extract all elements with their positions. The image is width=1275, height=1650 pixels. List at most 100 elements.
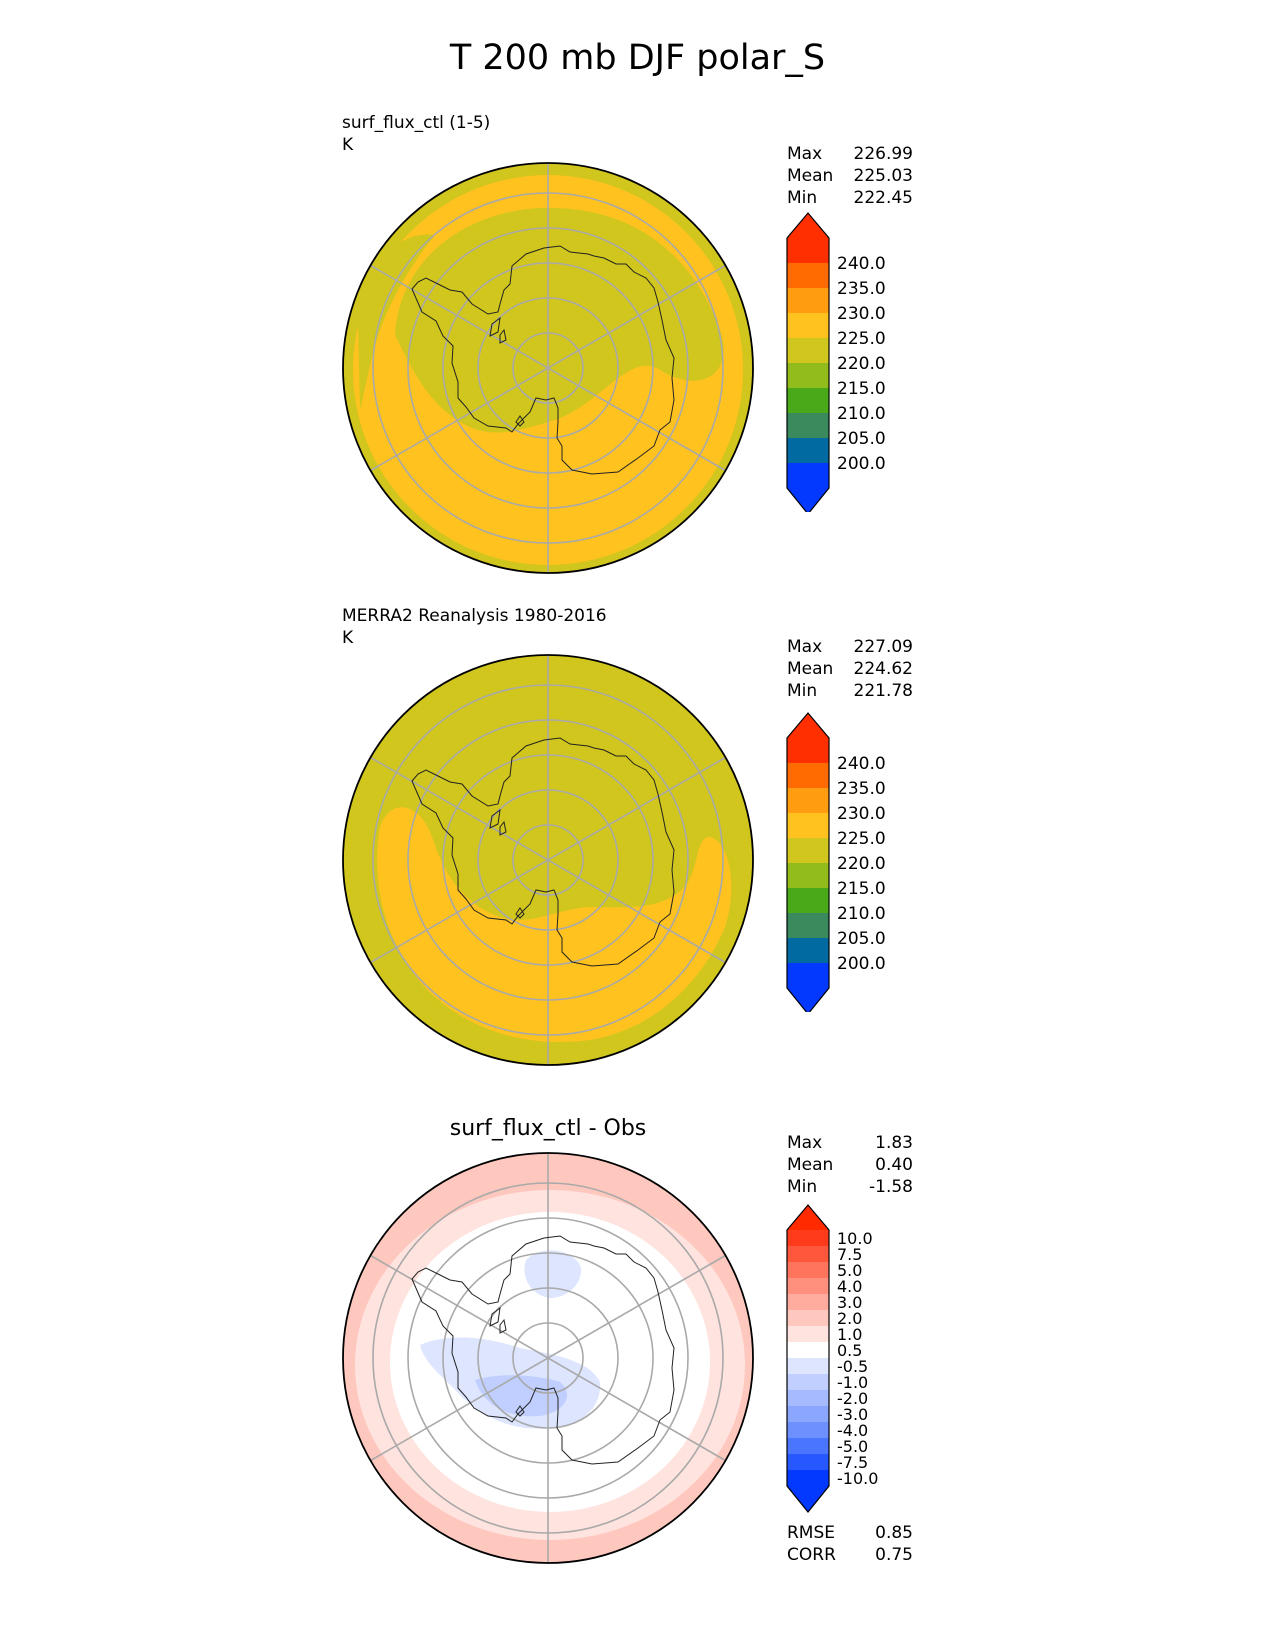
rmse-value: 0.85 — [875, 1523, 913, 1543]
colorbar-segment — [787, 1390, 829, 1407]
antarctica-coastline — [411, 245, 675, 475]
colorbar-segment — [787, 838, 829, 864]
colorbar-tick-label: 225.0 — [837, 829, 886, 849]
colorbar-segment — [787, 888, 829, 914]
colorbar-tick-label: -2.0 — [837, 1389, 868, 1408]
colorbar-tick-label: -5.0 — [837, 1437, 868, 1456]
colorbar-segment — [787, 413, 829, 439]
colorbar-segment — [787, 438, 829, 464]
colorbar-tick-label: -4.0 — [837, 1421, 868, 1440]
colorbar-tick-label: -1.0 — [837, 1373, 868, 1392]
colorbar-tick-label: 205.0 — [837, 429, 886, 449]
colorbar-tick-label: 210.0 — [837, 904, 886, 924]
colorbar-outline — [786, 712, 830, 1012]
colorbar-segment — [787, 813, 829, 839]
figure-title: T 200 mb DJF polar_S — [449, 38, 826, 78]
colorbar-segment — [787, 1358, 829, 1375]
panel-3-title: surf_flux_ctl - Obs — [449, 1116, 647, 1141]
stat-max-value: 1.83 — [875, 1133, 913, 1153]
panel-3-metrics: RMSE 0.85 CORR 0.75 — [787, 1522, 913, 1566]
panel-2-stats: Max 227.09 Mean 224.62 Min 221.78 — [787, 636, 913, 702]
colorbar-tick-label: 210.0 — [837, 404, 886, 424]
colorbar-extend-bottom — [787, 988, 829, 1012]
stat-mean-value: 224.62 — [853, 659, 913, 679]
colorbar-tick-label: 4.0 — [837, 1277, 862, 1296]
map-boundary — [342, 654, 754, 1066]
colorbar-segment — [787, 363, 829, 389]
colorbar-segment — [787, 1294, 829, 1311]
colorbar-segment — [787, 1278, 829, 1295]
colorbar-segment — [787, 1262, 829, 1279]
panel-3-stats: Max 1.83 Mean 0.40 Min -1.58 — [787, 1132, 913, 1198]
panel-1-title: surf_flux_ctl (1-5) K — [342, 112, 490, 156]
stat-min-label: Min — [787, 1177, 818, 1197]
stat-min-value: -1.58 — [869, 1177, 913, 1197]
panel-3-map — [342, 1152, 754, 1564]
panel-1-stats: Max 226.99 Mean 225.03 Min 222.45 — [787, 143, 913, 209]
colorbar-tick-label: 10.0 — [837, 1229, 873, 1248]
colorbar-tick-label: 230.0 — [837, 304, 886, 324]
colorbar-segment — [787, 1470, 829, 1487]
panel-2-colorbar: 240.0 235.0 230.0 225.0 220.0 215.0 210.0 205.0… — [786, 712, 886, 1012]
panel-1-map — [342, 162, 754, 574]
colorbar-segment — [787, 1438, 829, 1455]
colorbar-tick-label: -3.0 — [837, 1405, 868, 1424]
colorbar-tick-label: -7.5 — [837, 1453, 868, 1472]
colorbar-tick-label: 2.0 — [837, 1309, 862, 1328]
colorbar-segment — [787, 263, 829, 289]
panel-1-colorbar: 240.0 235.0 230.0 225.0 220.0 215.0 210.0 205.0… — [786, 212, 886, 512]
colorbar-tick-label: -10.0 — [837, 1469, 878, 1488]
colorbar-tick-label: 205.0 — [837, 929, 886, 949]
stat-min-value: 221.78 — [853, 681, 913, 701]
colorbar-tick-label: 220.0 — [837, 354, 886, 374]
colorbar-extend-top — [787, 713, 829, 738]
colorbar-tick-label: 1.0 — [837, 1325, 862, 1344]
panel-2-title: MERRA2 Reanalysis 1980-2016 K — [342, 605, 607, 649]
colorbar-segment — [787, 1422, 829, 1439]
colorbar-tick-label: 5.0 — [837, 1261, 862, 1280]
map-boundary — [342, 1152, 754, 1564]
colorbar-tick-label: 200.0 — [837, 954, 886, 974]
colorbar-segment — [787, 1246, 829, 1263]
corr-value: 0.75 — [875, 1545, 913, 1565]
graticule — [367, 163, 729, 573]
stat-max-value: 227.09 — [853, 637, 913, 657]
colorbar-tick-label: 240.0 — [837, 754, 886, 774]
antarctica-coastline — [411, 737, 675, 967]
colorbar-segment — [787, 1342, 829, 1359]
colorbar-tick-label: 3.0 — [837, 1293, 862, 1312]
panel-2-map — [342, 654, 754, 1066]
rmse-label: RMSE — [787, 1523, 836, 1543]
colorbar-segment — [787, 288, 829, 314]
colorbar-tick-label: 215.0 — [837, 879, 886, 899]
colorbar-tick-label: 235.0 — [837, 279, 886, 299]
colorbar-tick-label: 200.0 — [837, 454, 886, 474]
panel-2-units: K — [342, 628, 354, 648]
colorbar-tick-label: 215.0 — [837, 379, 886, 399]
colorbar-tick-label: 7.5 — [837, 1245, 862, 1264]
colorbar-segment — [787, 1326, 829, 1343]
stat-max-label: Max — [787, 144, 823, 164]
stat-max-value: 226.99 — [853, 144, 913, 164]
colorbar-tick-label: 230.0 — [837, 804, 886, 824]
colorbar-segment — [787, 313, 829, 339]
panel-3-colorbar: 10.07.55.04.03.02.01.00.5-0.5-1.0-2.0-3.… — [786, 1204, 878, 1513]
panel-1-units: K — [342, 135, 354, 155]
stat-min-label: Min — [787, 681, 818, 701]
panel-1-title-line-1: surf_flux_ctl (1-5) — [342, 113, 491, 133]
stat-mean-value: 225.03 — [853, 166, 913, 186]
panel-2-title-line-1: MERRA2 Reanalysis 1980-2016 — [342, 606, 607, 626]
antarctica-coastline — [411, 1235, 675, 1465]
colorbar-segment — [787, 1406, 829, 1423]
stat-min-label: Min — [787, 188, 818, 208]
colorbar-extend-bottom — [787, 488, 829, 512]
colorbar-segment — [787, 1310, 829, 1327]
stat-mean-label: Mean — [787, 166, 834, 186]
corr-label: CORR — [787, 1545, 836, 1565]
stat-max-label: Max — [787, 1133, 823, 1153]
colorbar-segment — [787, 238, 829, 264]
stat-mean-label: Mean — [787, 1155, 834, 1175]
colorbar-segment — [787, 388, 829, 414]
colorbar-segment — [787, 738, 829, 764]
colorbar-segment — [787, 763, 829, 789]
